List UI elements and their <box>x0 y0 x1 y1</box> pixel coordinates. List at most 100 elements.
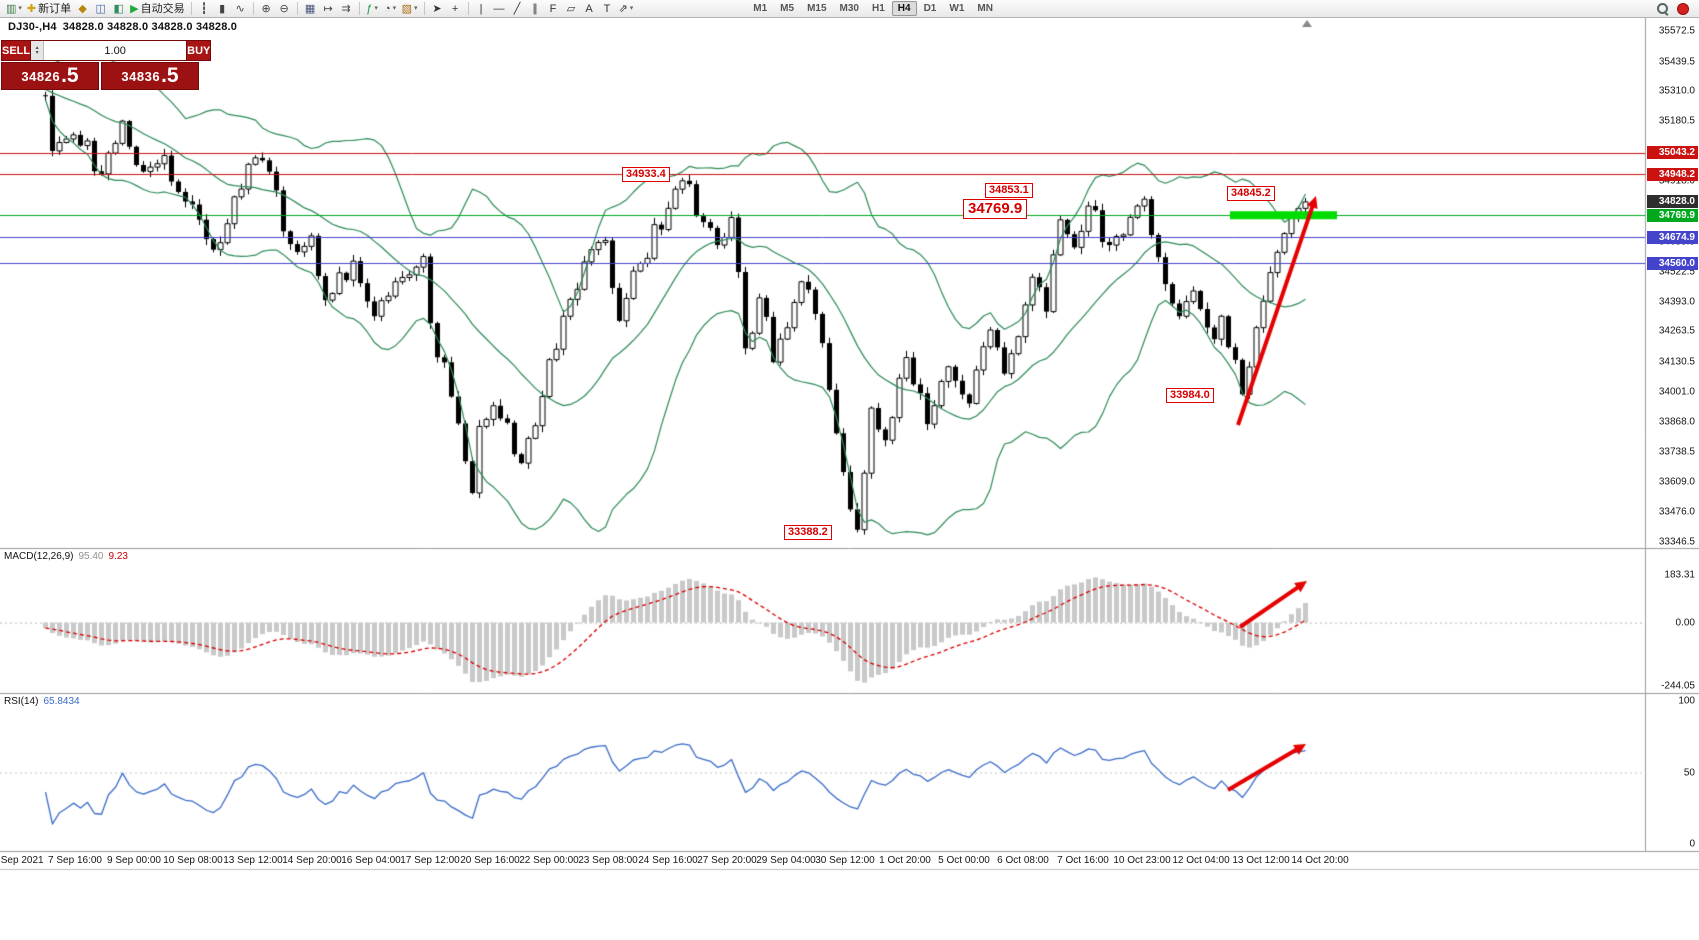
time-tick: 6 Sep 2021 <box>0 855 44 866</box>
sell-button[interactable]: SELL <box>1 40 32 61</box>
new-order-icon: ✚ <box>26 2 37 15</box>
timeframe-m1-button[interactable]: M1 <box>753 3 768 14</box>
chart-price-label[interactable]: 34853.1 <box>985 183 1033 198</box>
level-axis-label: 34769.9 <box>1647 208 1698 222</box>
price-tick: 34918.0 <box>1658 175 1695 187</box>
toolbar-chart-shift-button[interactable]: ⇉ <box>338 1 355 17</box>
time-periods-caret-icon[interactable]: ▾ <box>392 4 397 12</box>
toolbar-arrows-tool-button[interactable]: ⇗ ▾ <box>617 1 636 17</box>
vertical-line-tool-icon: | <box>479 2 483 15</box>
time-tick: 10 Sep 08:00 <box>163 855 223 866</box>
toolbar-trendline-tool-button[interactable]: ╱ <box>509 1 526 17</box>
chart-symbol-period: DJ30-,H4 <box>8 21 57 33</box>
chart-price-label[interactable]: 34933.4 <box>622 167 670 182</box>
volume-spinner[interactable]: ▴ ▾ <box>31 41 45 60</box>
time-tick: 13 Oct 12:00 <box>1232 855 1290 866</box>
timeframe-h4-button[interactable]: H4 <box>891 1 917 16</box>
buy-price-display[interactable]: 34836.5 <box>101 62 199 90</box>
search-icon[interactable] <box>1657 2 1669 15</box>
timeframe-w1-button[interactable]: W1 <box>949 3 965 14</box>
templates-icon: ▧ <box>401 2 413 15</box>
volume-input[interactable] <box>44 41 187 60</box>
time-tick: 1 Oct 20:00 <box>879 855 931 866</box>
sell-price-display[interactable]: 34826.5 <box>1 62 99 90</box>
toolbar-crosshair-button[interactable]: + <box>447 1 464 17</box>
chart-price-label[interactable]: 34769.9 <box>963 199 1028 219</box>
auto-scroll-icon: ↦ <box>323 2 333 15</box>
trendline-tool-icon: ╱ <box>513 2 521 15</box>
time-tick: 30 Sep 12:00 <box>815 855 875 866</box>
timeframe-m5-button[interactable]: M5 <box>780 3 795 14</box>
toolbar-time-periods-button[interactable]: ◔ ▾ <box>382 1 399 17</box>
volume-up-icon[interactable]: ▴ <box>35 44 39 51</box>
time-tick: 9 Sep 00:00 <box>107 855 161 866</box>
price-tick: 34001.0 <box>1658 386 1695 398</box>
volume-down-icon[interactable]: ▾ <box>35 49 39 56</box>
toolbar-horizontal-line-tool-button[interactable]: ― <box>491 1 508 17</box>
time-tick: 13 Sep 12:00 <box>223 855 283 866</box>
toolbar-fibonacci-tool-button[interactable]: F <box>545 1 562 17</box>
toolbar-zoom-out-button[interactable]: ⊖ <box>276 1 293 17</box>
timeframe-d1-button[interactable]: D1 <box>923 3 937 14</box>
market-watch-icon: ◫ <box>95 2 106 15</box>
time-tick: 7 Oct 16:00 <box>1057 855 1109 866</box>
toolbar-bar-chart-button[interactable]: ┇ <box>196 1 213 17</box>
charts-caret-icon[interactable]: ▾ <box>18 4 22 12</box>
toolbar-market-watch-button[interactable]: ◫ <box>92 1 109 17</box>
chart-price-label[interactable]: 33984.0 <box>1166 388 1214 403</box>
chart-ohlc-values: 34828.0 34828.0 34828.0 34828.0 <box>62 21 238 33</box>
toolbar-separator <box>252 2 254 15</box>
chart-wizard-icon: ◆ <box>78 2 87 15</box>
timeframe-m30-button[interactable]: M30 <box>839 3 859 14</box>
toolbar-chart-wizard-button[interactable]: ◆ <box>74 1 91 17</box>
bar-chart-icon: ┇ <box>200 2 208 15</box>
price-tick: 34130.5 <box>1658 356 1695 368</box>
toolbar-tile-windows-button[interactable]: ▦ <box>302 1 319 17</box>
timeframe-h1-button[interactable]: H1 <box>871 3 885 14</box>
level-axis-label: 34948.2 <box>1647 167 1698 181</box>
chart-price-label[interactable]: 34845.2 <box>1227 186 1275 201</box>
toolbar-vertical-line-tool-button[interactable]: | <box>473 1 490 17</box>
toolbar-shapes-tool-button[interactable]: ▱ <box>563 1 580 17</box>
arrows-tool-caret-icon[interactable]: ▾ <box>629 4 634 12</box>
fibonacci-tool-icon: F <box>549 2 557 15</box>
buy-button[interactable]: BUY <box>186 40 212 61</box>
current-price-axis-label: 34828.0 <box>1647 195 1698 209</box>
toolbar-text-tool-button[interactable]: A <box>581 1 598 17</box>
time-tick: 23 Sep 08:00 <box>578 855 638 866</box>
price-axis[interactable]: 35572.535439.535310.035180.534918.034655… <box>1646 0 1699 940</box>
macd-indicator-label: MACD(12,26,9) 95.40 9.23 <box>4 551 128 562</box>
toolbar-templates-button[interactable]: ▧ ▾ <box>400 1 420 17</box>
toolbar-auto-scroll-button[interactable]: ↦ <box>320 1 337 17</box>
notifications-icon[interactable] <box>1677 2 1689 15</box>
text-tool-icon: A <box>585 2 593 15</box>
time-tick: 20 Sep 16:00 <box>460 855 520 866</box>
time-tick: 29 Sep 04:00 <box>756 855 816 866</box>
toolbar-line-chart-button[interactable]: ∿ <box>232 1 249 17</box>
toolbar-cursor-button[interactable]: ➤ <box>429 1 446 17</box>
trade-prices-row: 34826.5 34836.5 <box>1 62 199 90</box>
toolbar-label-tool-button[interactable]: T <box>599 1 616 17</box>
chart-price-label[interactable]: 33388.2 <box>784 525 832 540</box>
price-tick: 35439.5 <box>1658 56 1695 68</box>
toolbar-autotrading-button[interactable]: ▶ 自动交易 <box>128 1 186 17</box>
price-tick: 35572.5 <box>1658 25 1695 37</box>
toolbar-channel-tool-button[interactable]: ∥ <box>527 1 544 17</box>
toolbar-new-order-button[interactable]: ✚ 新订单 <box>25 1 73 17</box>
toolbar-candlestick-chart-button[interactable]: ▮ <box>214 1 231 17</box>
timeframe-m15-button[interactable]: M15 <box>807 3 827 14</box>
indicators-caret-icon[interactable]: ▾ <box>374 4 378 12</box>
label-tool-icon: T <box>603 2 611 15</box>
arrows-tool-icon: ⇗ <box>618 2 628 15</box>
toolbar-separator <box>358 2 360 15</box>
toolbar-navigator-button[interactable]: ◧ <box>110 1 127 17</box>
timeframe-mn-button[interactable]: MN <box>977 3 993 14</box>
templates-caret-icon[interactable]: ▾ <box>414 4 418 12</box>
macd-signal-value: 9.23 <box>108 551 128 562</box>
timeframe-switcher: M1 M5 M15 M30 H1 H4 D1 W1 MN <box>747 1 999 16</box>
toolbar-zoom-in-button[interactable]: ⊕ <box>258 1 275 17</box>
toolbar-charts-button[interactable]: ▥ ▾ <box>4 1 24 17</box>
toolbar-indicators-button[interactable]: ƒ ▾ <box>364 1 381 17</box>
